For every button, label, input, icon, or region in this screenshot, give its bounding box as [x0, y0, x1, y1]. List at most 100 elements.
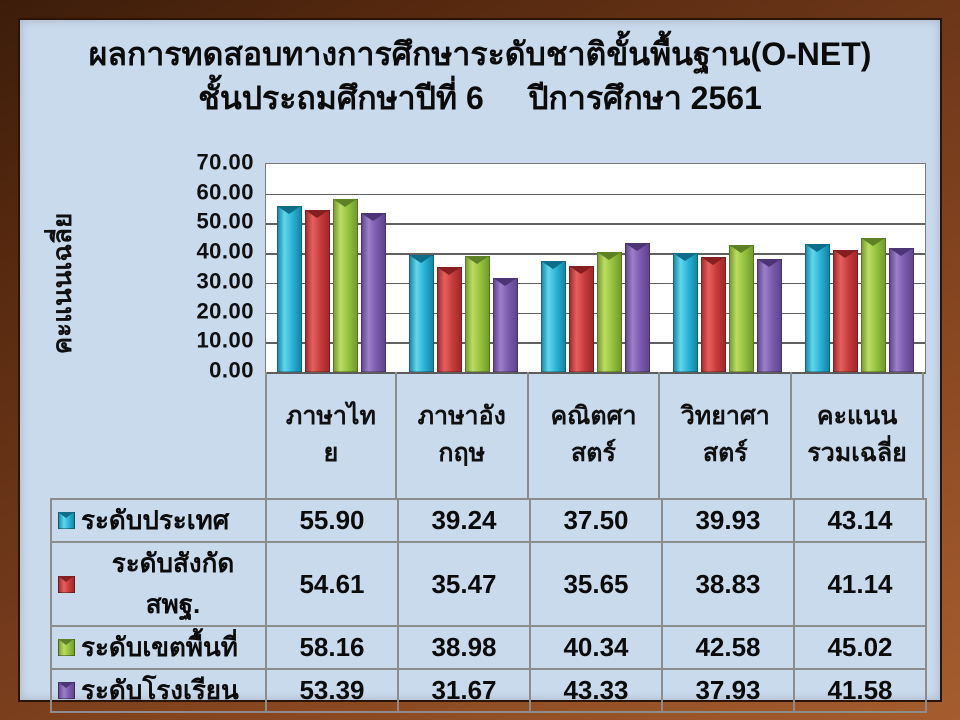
table-row: ระดับประเทศ 55.90 39.24 37.50 39.93 43.14 [50, 498, 927, 543]
score-value-cell: 40.34 [529, 625, 663, 670]
bar-top-notch [277, 205, 302, 214]
chart-title-line2: ชั้นประถมศึกษาปีที่ 6 ปีการศึกษา 2561 [198, 80, 762, 117]
bar-top-notch [672, 253, 697, 262]
y-tick-label: 30.00 [196, 268, 254, 294]
bar-top-notch [437, 266, 462, 275]
bar-top-notch [888, 248, 913, 257]
score-value-cell: 41.58 [793, 668, 927, 713]
gridline [266, 312, 925, 315]
bar-series4-คะแนนรวมเฉลี่ย [888, 248, 914, 372]
gridline [266, 342, 925, 344]
bar-top-notch [465, 256, 490, 265]
gridline [266, 253, 925, 255]
score-value-cell: 41.14 [793, 541, 927, 627]
score-value-cell: 55.90 [265, 498, 399, 543]
category-header-ภาษาอังกฤษ: ภาษาอัง กฤษ [397, 372, 529, 498]
bar-series2-ภาษาอังกฤษ [437, 266, 463, 372]
bar-series1-คะแนนรวมเฉลี่ย [804, 243, 830, 372]
score-value-cell: 42.58 [661, 625, 795, 670]
series-legend-cell: ระดับโรงเรียน [50, 668, 267, 713]
bar-top-notch [832, 249, 857, 258]
bar-series2-วิทยาศาสตร์ [700, 256, 726, 372]
bar-series2-ภาษาไทย [305, 209, 331, 372]
results-table: ระดับประเทศ 55.90 39.24 37.50 39.93 43.14 ระดั… [50, 498, 927, 713]
bar-series2-คณิตศาสตร์ [569, 266, 594, 372]
series-legend-label: ระดับสังกัด สพฐ. [111, 548, 235, 619]
gridline [266, 282, 925, 285]
series-color-swatch-icon [58, 575, 75, 593]
category-header-คะแนนรวมเฉลี่ย: คะแนน รวมเฉลี่ย [792, 372, 924, 498]
score-value-cell: 58.16 [265, 625, 399, 670]
bar-top-notch [333, 199, 358, 208]
plot-area [265, 163, 926, 374]
bar-top-notch [305, 209, 330, 218]
table-row: ระดับเขตพื้นที่ 58.16 38.98 40.34 42.58 45.02 [50, 625, 927, 670]
score-value-cell: 35.47 [397, 541, 531, 627]
y-tick-label: 0.00 [209, 357, 254, 383]
y-tick-label: 40.00 [196, 238, 254, 264]
series-color-swatch-icon [58, 639, 75, 656]
y-tick-label: 10.00 [196, 327, 254, 353]
gridline [266, 223, 925, 226]
bar-series3-คณิตศาสตร์ [597, 252, 622, 372]
bar-series4-วิทยาศาสตร์ [756, 259, 782, 372]
bar-series1-วิทยาศาสตร์ [672, 253, 698, 372]
score-value-cell: 38.98 [397, 625, 531, 670]
series-legend-label: ระดับเขตพื้นที่ [81, 632, 238, 662]
score-value-cell: 54.61 [265, 541, 399, 627]
bar-top-notch [804, 243, 829, 252]
bar-top-notch [493, 277, 518, 286]
series-legend-cell: ระดับประเทศ [50, 498, 267, 543]
series-legend-cell: ระดับสังกัด สพฐ. [50, 541, 267, 627]
bar-top-notch [569, 266, 593, 275]
bar-series3-วิทยาศาสตร์ [728, 245, 754, 372]
y-tick-label: 50.00 [196, 208, 254, 234]
score-value-cell: 38.83 [661, 541, 795, 627]
y-tick-label: 70.00 [196, 149, 254, 175]
series-color-swatch-icon [58, 682, 75, 699]
category-header-ภาษาไทย: ภาษาไท ย [265, 372, 397, 498]
score-value-cell: 43.33 [529, 668, 663, 713]
bar-top-notch [860, 238, 885, 247]
bar-series3-ภาษาไทย [333, 199, 359, 372]
chart-title-line1: ผลการทดสอบทางการศึกษาระดับชาติขั้นพื้นฐา… [88, 36, 872, 72]
bar-top-notch [700, 256, 725, 265]
bar-series3-คะแนนรวมเฉลี่ย [860, 238, 886, 372]
bar-top-notch [597, 252, 621, 261]
bar-series1-ภาษาไทย [277, 205, 303, 372]
category-header-คณิตศาสตร์: คณิตศา สตร์ [529, 372, 661, 498]
bar-top-notch [756, 259, 781, 268]
bar-series1-คณิตศาสตร์ [541, 260, 566, 372]
score-value-cell: 43.14 [793, 498, 927, 543]
score-value-cell: 39.93 [661, 498, 795, 543]
bar-series4-คณิตศาสตร์ [625, 243, 650, 372]
bar-series4-ภาษาอังกฤษ [493, 277, 519, 372]
score-value-cell: 37.50 [529, 498, 663, 543]
bar-series1-ภาษาอังกฤษ [409, 255, 435, 372]
chart-title: ผลการทดสอบทางการศึกษาระดับชาติขั้นพื้นฐา… [20, 32, 940, 120]
y-axis-tick-labels: 70.00 60.00 50.00 40.00 30.00 20.00 10.00 0.00 [138, 149, 254, 382]
y-tick-label: 20.00 [196, 298, 254, 324]
bar-series3-ภาษาอังกฤษ [465, 256, 491, 372]
score-value-cell: 39.24 [397, 498, 531, 543]
bar-series4-ภาษาไทย [361, 213, 387, 372]
bar-top-notch [409, 255, 434, 264]
table-row: ระดับโรงเรียน 53.39 31.67 43.33 37.93 41.58 [50, 668, 927, 713]
score-value-cell: 45.02 [793, 625, 927, 670]
bar-top-notch [541, 260, 565, 269]
table-row: ระดับสังกัด สพฐ. 54.61 35.47 35.65 38.83 41.1… [50, 541, 927, 627]
bar-top-notch [361, 213, 386, 222]
score-value-cell: 35.65 [529, 541, 663, 627]
series-legend-label: ระดับประเทศ [81, 505, 230, 535]
score-value-cell: 37.93 [661, 668, 795, 713]
series-legend-cell: ระดับเขตพื้นที่ [50, 625, 267, 670]
score-value-cell: 53.39 [265, 668, 399, 713]
series-legend-label: ระดับโรงเรียน [81, 675, 239, 705]
bar-top-notch [728, 245, 753, 254]
bar-top-notch [625, 243, 649, 252]
category-header-row: ภาษาไท ยภาษาอัง กฤษ คณิตศา สตร์ วิทยาศา สต… [265, 372, 924, 498]
series-color-swatch-icon [58, 512, 75, 529]
y-tick-label: 60.00 [196, 179, 254, 205]
y-axis-title: คะแนนเฉลี่ย [47, 212, 78, 354]
